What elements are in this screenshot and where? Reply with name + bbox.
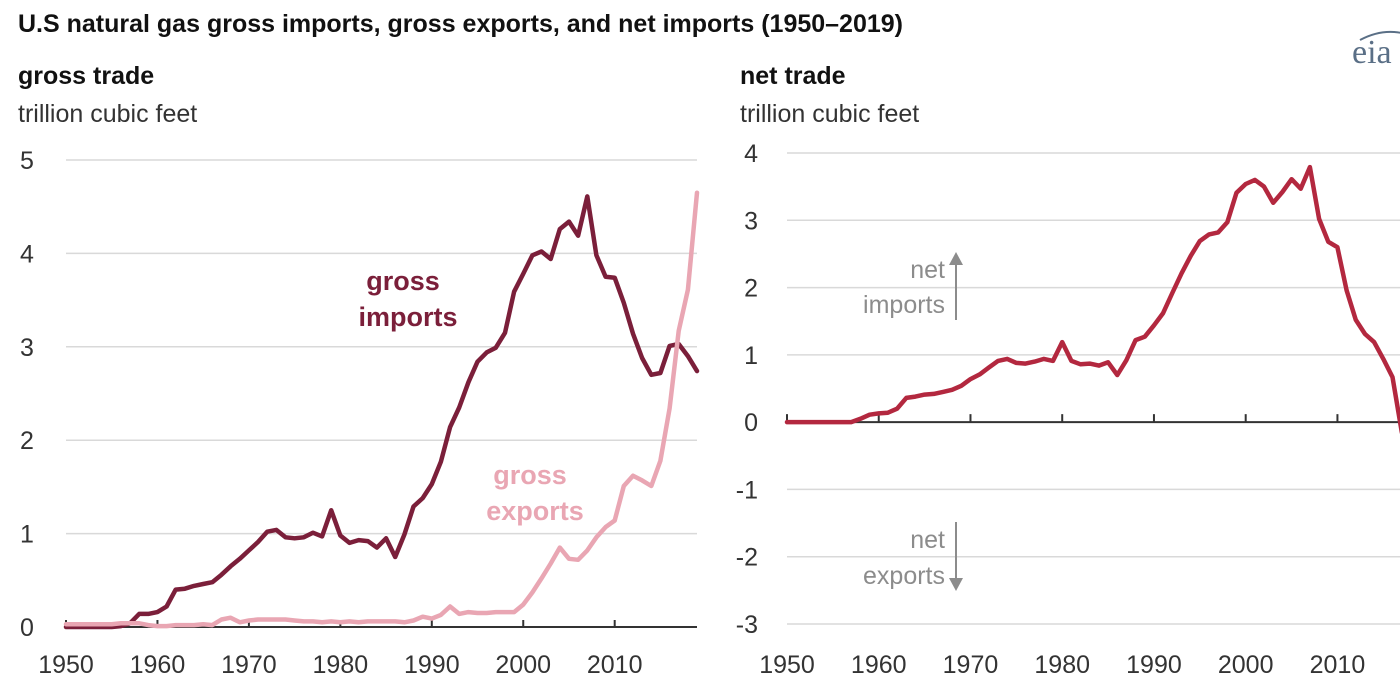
gross-trade-chart: 0 1 2 3 4 5 1950 1960 1970 1980 1990 2000 2010 gross i…: [20, 147, 700, 677]
x-tick-label: 1990: [404, 651, 460, 677]
left-chart-title: gross trade: [18, 62, 155, 90]
x-tick-label: 1970: [221, 651, 277, 677]
x-tick-label: 2010: [1310, 651, 1366, 677]
left-chart-units: trillion cubic feet: [18, 100, 198, 128]
exports-label-line-2: exports: [486, 496, 584, 526]
exports-label-line-1: gross: [493, 460, 567, 490]
x-tick-label: 1960: [851, 651, 907, 677]
y-tick-label: 3: [20, 334, 34, 362]
net-imports-annotation-line-1: net: [910, 256, 945, 284]
x-tick-label: 1960: [130, 651, 186, 677]
y-tick-label: 2: [20, 427, 34, 455]
y-tick-label: 0: [20, 614, 34, 642]
net-exports-annotation-line-1: net: [910, 526, 945, 554]
x-tick-label: 1950: [38, 651, 94, 677]
y-tick-label: 4: [744, 140, 758, 168]
y-tick-label: 1: [744, 342, 758, 370]
x-tick-label: 1970: [943, 651, 999, 677]
y-tick-label: -2: [736, 544, 758, 572]
x-tick-label: 1980: [313, 651, 369, 677]
x-tick-label: 1950: [759, 651, 815, 677]
x-tick-label: 1990: [1126, 651, 1182, 677]
x-tick-label: 2010: [587, 651, 643, 677]
y-tick-label: 1: [20, 521, 34, 549]
y-tick-label: 2: [744, 275, 758, 303]
eia-logo-arc: [1359, 30, 1400, 41]
x-tick-label: 1980: [1034, 651, 1090, 677]
y-tick-label: -1: [736, 476, 758, 504]
imports-label-line-1: gross: [366, 266, 440, 296]
right-chart-units: trillion cubic feet: [740, 100, 920, 128]
y-tick-label: 5: [20, 147, 34, 175]
up-arrow-icon: [949, 252, 963, 265]
y-tick-label: -3: [736, 611, 758, 639]
x-tick-label: 2000: [495, 651, 551, 677]
x-tick-label: 2000: [1218, 651, 1274, 677]
series-line-1: [784, 164, 1400, 435]
y-tick-label: 3: [744, 207, 758, 235]
y-tick-label: 0: [744, 409, 758, 437]
eia-logo: eia: [1352, 34, 1392, 71]
right-chart-title: net trade: [740, 62, 846, 90]
down-arrow-icon: [949, 578, 963, 591]
series-line-1: [63, 194, 700, 630]
series-line-2: [63, 190, 700, 629]
page-title: U.S natural gas gross imports, gross exp…: [18, 10, 903, 38]
y-tick-label: 4: [20, 240, 34, 268]
net-imports-annotation-line-2: imports: [863, 291, 945, 319]
net-exports-annotation-line-2: exports: [863, 562, 945, 590]
imports-label-line-2: imports: [358, 302, 457, 332]
